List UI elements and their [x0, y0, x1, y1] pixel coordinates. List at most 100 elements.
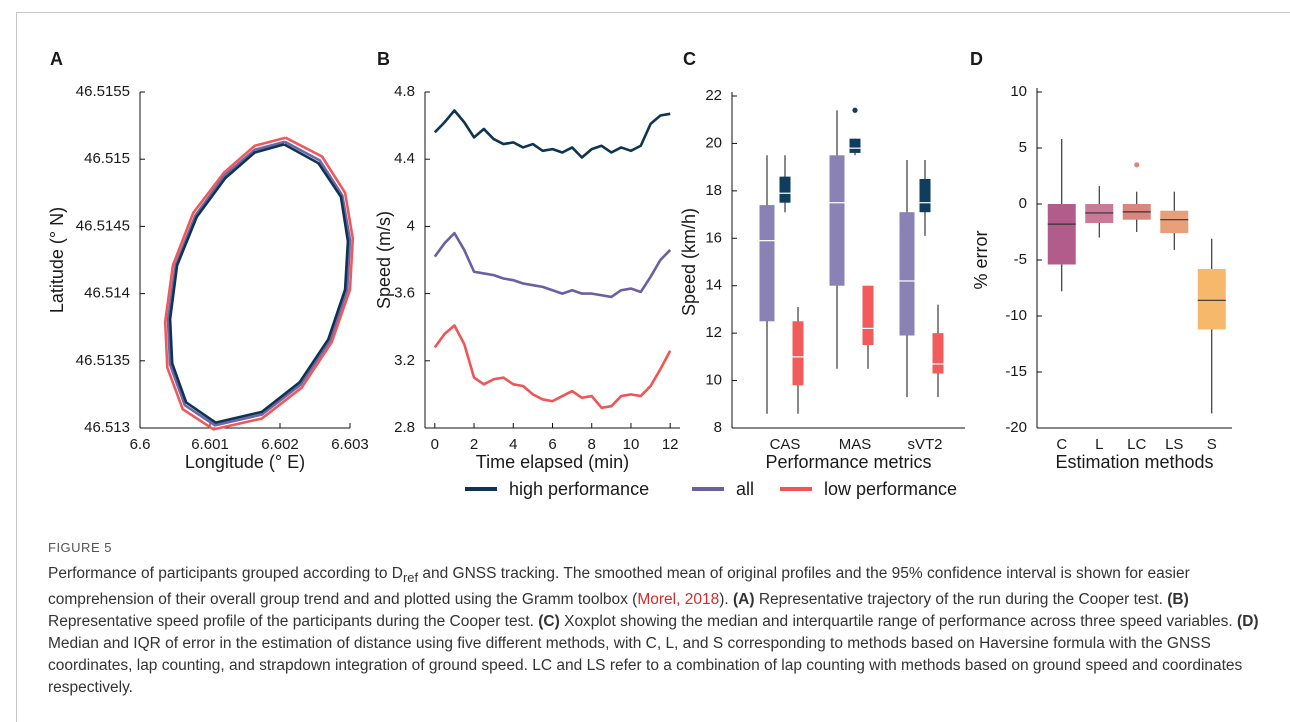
y-tick-label: 46.514 — [84, 285, 130, 302]
line-series — [168, 143, 350, 424]
x-tick-label: 2 — [470, 436, 478, 453]
figure-charts: A 46.513 46.5135 46.514 46.5145 46.515 46.5155… — [47, 49, 1232, 499]
y-tick-label: 20 — [705, 134, 722, 151]
box — [849, 138, 861, 153]
x-tick-label: 6.602 — [261, 436, 299, 453]
y-tick-label: 14 — [705, 277, 722, 294]
box — [1197, 268, 1226, 330]
caption-segment: Representative trajectory of the run dur… — [754, 591, 1168, 609]
y-tick-label: 10 — [1010, 83, 1027, 100]
caption-segment: ). — [719, 591, 733, 609]
y-tick-label: 4.8 — [394, 83, 415, 100]
caption-segment: (B) — [1167, 591, 1189, 609]
x-axis-title: Estimation methods — [1055, 452, 1213, 472]
y-tick-label: 46.5145 — [76, 217, 130, 234]
y-axis-title: % error — [971, 230, 991, 289]
y-tick-label: 46.5135 — [76, 352, 130, 369]
caption-segment: Performance of participants grouped acco… — [48, 565, 403, 582]
box — [862, 285, 874, 345]
y-tick-label: 46.513 — [84, 419, 130, 436]
caption-segment: (C) — [538, 613, 560, 631]
figure-label: FIGURE 5 — [48, 540, 112, 555]
y-tick-label: 10 — [705, 372, 722, 389]
x-tick-label: 4 — [509, 436, 517, 453]
box — [919, 179, 931, 213]
x-tick-label: 10 — [623, 436, 640, 453]
line-series — [163, 136, 355, 431]
box — [779, 176, 791, 203]
y-axis-title: Speed (m/s) — [374, 211, 394, 309]
box — [1047, 204, 1076, 265]
y-tick-label: 46.5155 — [76, 83, 130, 100]
line-series — [433, 324, 672, 410]
panel-letter: D — [970, 49, 983, 69]
y-tick-label: 8 — [714, 419, 722, 436]
caption-text: Performance of participants grouped acco… — [48, 563, 1263, 699]
x-tick-label: 8 — [588, 436, 596, 453]
caption-segment: Xoxplot showing the median and interquar… — [559, 613, 1238, 631]
y-tick-label: 12 — [705, 324, 722, 341]
box — [1160, 210, 1189, 234]
y-axis-title: Latitude (° N) — [47, 207, 67, 313]
y-tick-label: -15 — [1005, 363, 1027, 380]
panel-letter: A — [50, 49, 63, 69]
caption-segment: Median and IQR of error in the estimatio… — [48, 635, 1243, 697]
y-tick-label: 22 — [705, 87, 722, 104]
y-tick-label: 4 — [407, 217, 415, 234]
x-tick-label: CAS — [770, 436, 801, 453]
y-tick-label: -5 — [1014, 251, 1027, 268]
box — [759, 205, 775, 322]
x-tick-label: 6 — [548, 436, 556, 453]
legend-label: all — [736, 479, 754, 499]
x-axis-title: Longitude (° E) — [185, 452, 305, 472]
y-tick-label: -10 — [1005, 307, 1027, 324]
line-series — [433, 109, 671, 159]
y-tick-label: -20 — [1005, 419, 1027, 436]
line-series — [433, 231, 672, 299]
x-tick-label: LS — [1165, 436, 1183, 453]
box — [932, 333, 944, 374]
box — [792, 321, 804, 386]
panel-letter: C — [683, 49, 696, 69]
box — [899, 212, 915, 336]
outlier — [852, 107, 858, 113]
x-tick-label: LC — [1127, 436, 1146, 453]
legend-label: low performance — [824, 479, 957, 499]
y-tick-label: 5 — [1019, 139, 1027, 156]
y-tick-label: 46.515 — [84, 150, 130, 167]
y-tick-label: 18 — [705, 182, 722, 199]
legend-label: high performance — [509, 479, 649, 499]
caption-segment: and GNSS tracking. The smoothed mean of … — [48, 565, 1190, 609]
caption-segment[interactable]: Morel, 2018 — [637, 591, 720, 609]
y-tick-label: 2.8 — [394, 419, 415, 436]
x-tick-label: 12 — [662, 436, 679, 453]
x-tick-label: 0 — [431, 436, 439, 453]
caption-segment: (A) — [732, 591, 755, 609]
figure-frame — [16, 12, 1290, 722]
x-tick-label: C — [1056, 436, 1067, 453]
y-tick-label: 4.4 — [394, 150, 415, 167]
outlier — [1134, 162, 1140, 168]
y-tick-label: 16 — [705, 229, 722, 246]
caption-segment: (D) — [1237, 613, 1259, 631]
box — [829, 155, 845, 286]
y-tick-label: 0 — [1019, 195, 1027, 212]
x-tick-label: 6.601 — [191, 436, 229, 453]
x-axis-title: Time elapsed (min) — [476, 452, 629, 472]
panel-letter: B — [377, 49, 390, 69]
y-tick-label: 3.2 — [394, 352, 415, 369]
caption: FIGURE 5 Performance of participants gro… — [48, 540, 1263, 699]
y-axis-title: Speed (km/h) — [679, 208, 699, 316]
x-tick-label: MAS — [839, 436, 872, 453]
caption-segment: Representative speed profile of the part… — [48, 613, 539, 631]
x-axis-title: Performance metrics — [765, 452, 931, 472]
line-series — [166, 140, 352, 427]
x-tick-label: 6.6 — [130, 436, 151, 453]
x-tick-label: 6.603 — [331, 436, 369, 453]
caption-segment: ref — [402, 570, 419, 586]
x-tick-label: S — [1207, 436, 1217, 453]
x-tick-label: sVT2 — [907, 436, 942, 453]
y-tick-label: 3.6 — [394, 285, 415, 302]
x-tick-label: L — [1095, 436, 1103, 453]
